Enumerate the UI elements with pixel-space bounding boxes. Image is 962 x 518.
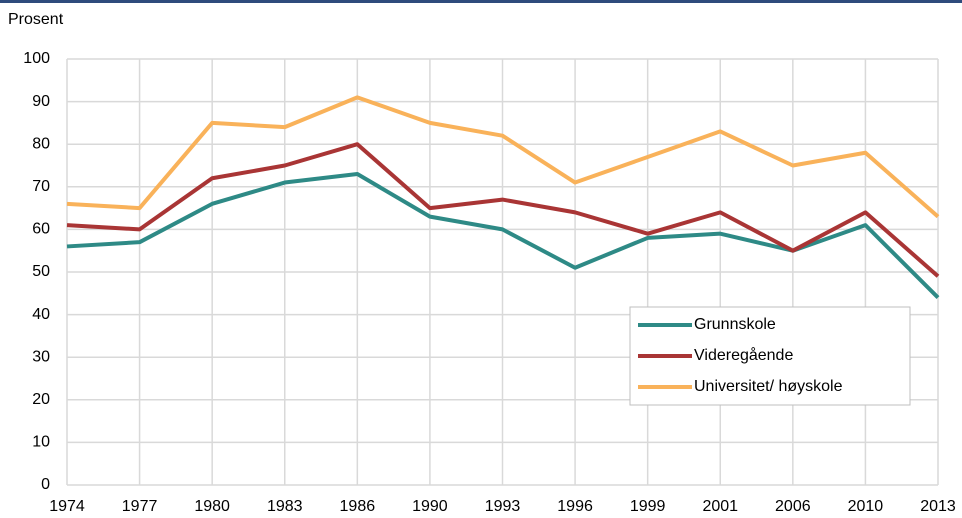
y-tick-label: 40: [32, 306, 50, 323]
y-tick-label: 60: [32, 221, 50, 238]
x-tick-label: 1996: [557, 498, 593, 515]
legend: Grunnskole Videregående Universitet/ høysk…: [629, 306, 911, 406]
line-series: [66, 142, 940, 278]
y-tick-label: 80: [32, 135, 50, 152]
legend-label: Grunnskole: [694, 316, 776, 333]
y-tick-label: 20: [32, 391, 50, 408]
y-tick-label: 30: [32, 348, 50, 365]
x-tick-label: 1974: [49, 498, 85, 515]
y-tick-label: 0: [41, 476, 50, 493]
x-tick-label: 1986: [340, 498, 376, 515]
y-tick-label: 100: [23, 50, 50, 67]
x-tick-label: 2006: [775, 498, 811, 515]
x-tick-label: 1993: [485, 498, 521, 515]
y-tick-label: 10: [32, 434, 50, 451]
x-tick-label: 1983: [267, 498, 303, 515]
x-tick-label: 1999: [630, 498, 666, 515]
y-tick-label: 90: [32, 93, 50, 110]
legend-label: Universitet/ høyskole: [694, 378, 843, 395]
x-tick-label: 1990: [412, 498, 448, 515]
x-tick-label: 1980: [194, 498, 230, 515]
legend-label: Videregående: [694, 346, 793, 364]
x-tick-label: 2010: [848, 498, 884, 515]
y-axis-label: Prosent: [8, 11, 64, 28]
y-tick-label: 50: [32, 263, 50, 280]
x-tick-label: 2013: [920, 498, 956, 515]
x-tick-label: 2001: [702, 498, 738, 515]
line-series: [66, 95, 940, 219]
x-tick-label: 1977: [122, 498, 158, 515]
y-tick-label: 70: [32, 178, 50, 195]
